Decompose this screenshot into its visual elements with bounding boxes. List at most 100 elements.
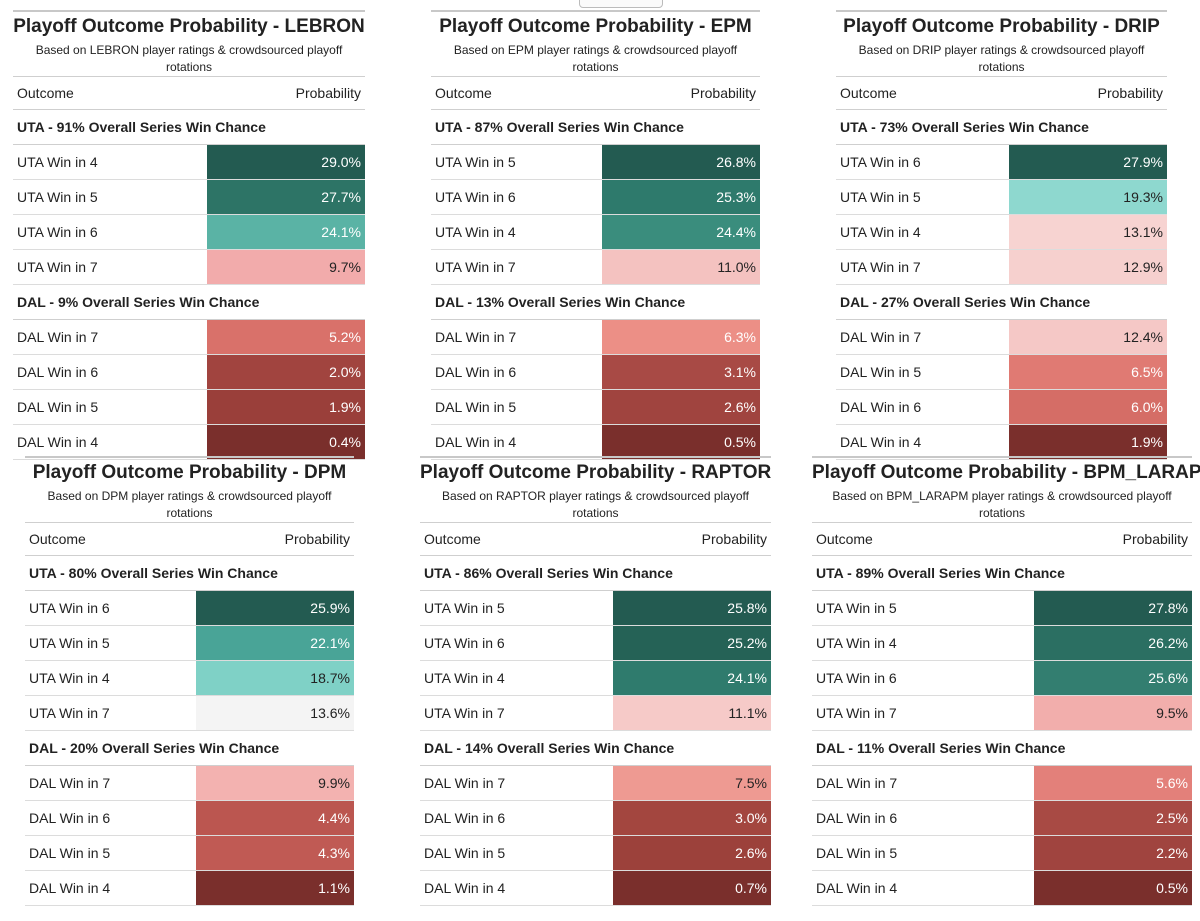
outcome-label: DAL Win in 7	[816, 775, 898, 791]
table-row: UTA Win in 4 13.1%	[836, 215, 1167, 250]
panel-dpm: Playoff Outcome Probability - DPM Based o…	[25, 456, 354, 906]
table-header: Outcome Probability	[420, 522, 771, 556]
outcome-label: UTA Win in 5	[17, 189, 98, 205]
outcome-label: UTA Win in 7	[17, 259, 98, 275]
probability-cell: 24.4%	[602, 215, 760, 249]
outcome-label: UTA Win in 6	[424, 635, 505, 651]
outcome-label: DAL Win in 4	[29, 880, 111, 896]
outcome-label: UTA Win in 6	[435, 189, 516, 205]
panel-title: Playoff Outcome Probability - BPM_LARAPM	[812, 456, 1200, 485]
table-row: DAL Win in 7 5.6%	[812, 766, 1192, 801]
panel-title: Playoff Outcome Probability - DPM	[25, 456, 354, 485]
outcome-label: DAL Win in 7	[435, 329, 517, 345]
probability-cell: 0.5%	[1034, 871, 1192, 905]
outcome-label: UTA Win in 5	[29, 635, 110, 651]
group-header: DAL - 20% Overall Series Win Chance	[25, 731, 354, 766]
table-row: UTA Win in 4 24.4%	[431, 215, 760, 250]
outcome-label: UTA Win in 6	[840, 154, 921, 170]
probability-cell: 9.5%	[1034, 696, 1192, 730]
outcome-label: UTA Win in 5	[840, 189, 921, 205]
table-row: DAL Win in 5 2.2%	[812, 836, 1192, 871]
probability-cell: 6.0%	[1009, 390, 1167, 424]
table-row: DAL Win in 7 9.9%	[25, 766, 354, 801]
column-header-probability: Probability	[1122, 531, 1188, 547]
probability-cell: 13.1%	[1009, 215, 1167, 249]
probability-cell: 25.2%	[613, 626, 771, 660]
probability-cell: 27.8%	[1034, 591, 1192, 625]
panel-subtitle: Based on DPM player ratings & crowdsourc…	[47, 489, 332, 520]
table-row: DAL Win in 4 0.4%	[13, 425, 365, 460]
table-row: DAL Win in 7 12.4%	[836, 320, 1167, 355]
table-header: Outcome Probability	[431, 76, 760, 110]
panel-subtitle: Based on EPM player ratings & crowdsourc…	[453, 43, 738, 74]
probability-cell: 4.3%	[196, 836, 354, 870]
probability-cell: 1.1%	[196, 871, 354, 905]
probability-cell: 27.7%	[207, 180, 365, 214]
table-row: DAL Win in 5 1.9%	[13, 390, 365, 425]
table-row: UTA Win in 6 27.9%	[836, 145, 1167, 180]
table-row: DAL Win in 7 5.2%	[13, 320, 365, 355]
outcome-label: DAL Win in 4	[435, 434, 517, 450]
outcome-label: DAL Win in 4	[816, 880, 898, 896]
top-button[interactable]	[579, 0, 663, 8]
table-row: UTA Win in 7 13.6%	[25, 696, 354, 731]
probability-cell: 1.9%	[207, 390, 365, 424]
table-row: UTA Win in 5 19.3%	[836, 180, 1167, 215]
group-header: DAL - 14% Overall Series Win Chance	[420, 731, 771, 766]
outcome-label: DAL Win in 6	[424, 810, 506, 826]
probability-cell: 2.5%	[1034, 801, 1192, 835]
table-row: UTA Win in 5 26.8%	[431, 145, 760, 180]
table-row: DAL Win in 6 2.5%	[812, 801, 1192, 836]
probability-cell: 3.1%	[602, 355, 760, 389]
probability-cell: 1.9%	[1009, 425, 1167, 459]
table-header: Outcome Probability	[812, 522, 1192, 556]
panel-bpm-larapm: Playoff Outcome Probability - BPM_LARAPM…	[812, 456, 1200, 906]
group-header: UTA - 86% Overall Series Win Chance	[420, 556, 771, 591]
probability-cell: 6.3%	[602, 320, 760, 354]
panel-title: Playoff Outcome Probability - RAPTOR	[420, 456, 771, 485]
probability-cell: 19.3%	[1009, 180, 1167, 214]
table-row: UTA Win in 7 9.7%	[13, 250, 365, 285]
outcome-label: UTA Win in 7	[435, 259, 516, 275]
panel-subtitle: Based on LEBRON player ratings & crowdso…	[35, 43, 343, 74]
probability-cell: 6.5%	[1009, 355, 1167, 389]
table-row: UTA Win in 6 25.6%	[812, 661, 1192, 696]
column-header-outcome: Outcome	[29, 531, 86, 547]
table-row: DAL Win in 5 4.3%	[25, 836, 354, 871]
outcome-label: DAL Win in 4	[17, 434, 99, 450]
column-header-probability: Probability	[701, 531, 767, 547]
probability-cell: 13.6%	[196, 696, 354, 730]
column-header-probability: Probability	[284, 531, 350, 547]
probability-cell: 26.8%	[602, 145, 760, 179]
group-header: DAL - 11% Overall Series Win Chance	[812, 731, 1192, 766]
table-header: Outcome Probability	[13, 76, 365, 110]
column-header-outcome: Outcome	[816, 531, 873, 547]
group-header: DAL - 27% Overall Series Win Chance	[836, 285, 1167, 320]
column-header-outcome: Outcome	[17, 85, 74, 101]
probability-cell: 2.6%	[613, 836, 771, 870]
outcome-label: DAL Win in 6	[435, 364, 517, 380]
panel-drip: Playoff Outcome Probability - DRIP Based …	[836, 10, 1167, 460]
group-header: UTA - 91% Overall Series Win Chance	[13, 110, 365, 145]
outcome-label: UTA Win in 5	[424, 600, 505, 616]
probability-cell: 9.7%	[207, 250, 365, 284]
table-row: UTA Win in 6 25.2%	[420, 626, 771, 661]
group-header: DAL - 9% Overall Series Win Chance	[13, 285, 365, 320]
table-row: DAL Win in 4 0.5%	[812, 871, 1192, 906]
probability-cell: 27.9%	[1009, 145, 1167, 179]
panel-subtitle: Based on RAPTOR player ratings & crowdso…	[441, 489, 750, 520]
probability-cell: 25.8%	[613, 591, 771, 625]
outcome-label: DAL Win in 5	[17, 399, 99, 415]
table-row: DAL Win in 4 0.5%	[431, 425, 760, 460]
outcome-label: UTA Win in 6	[816, 670, 897, 686]
probability-cell: 12.4%	[1009, 320, 1167, 354]
outcome-label: UTA Win in 5	[816, 600, 897, 616]
column-header-probability: Probability	[690, 85, 756, 101]
probability-cell: 5.6%	[1034, 766, 1192, 800]
table-row: UTA Win in 7 9.5%	[812, 696, 1192, 731]
outcome-label: UTA Win in 4	[435, 224, 516, 240]
table-row: DAL Win in 5 6.5%	[836, 355, 1167, 390]
outcome-label: DAL Win in 5	[29, 845, 111, 861]
panel-subtitle: Based on BPM_LARAPM player ratings & cro…	[832, 489, 1172, 520]
table-row: UTA Win in 5 25.8%	[420, 591, 771, 626]
